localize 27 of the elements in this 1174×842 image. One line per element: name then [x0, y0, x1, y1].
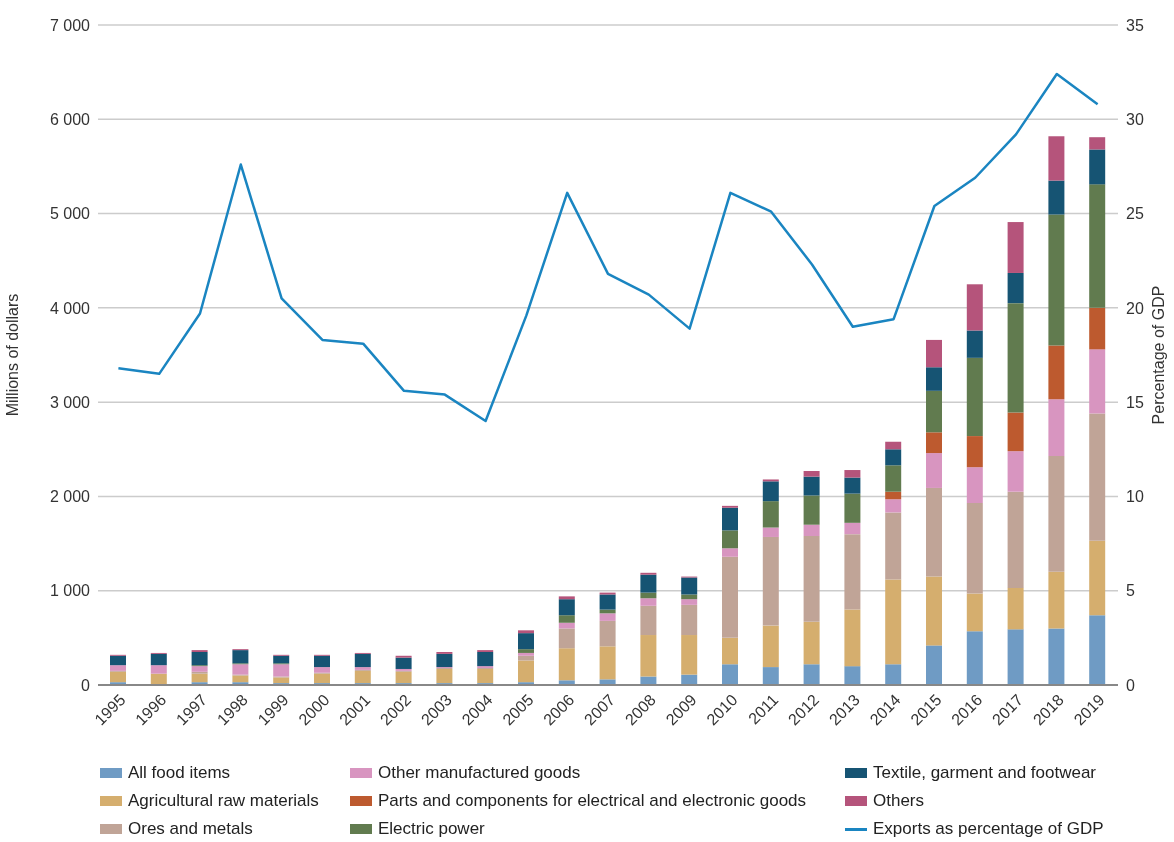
legend-label: Others: [873, 791, 925, 811]
y-tick-label: 6 000: [49, 110, 91, 128]
y-tick-label: 3 000: [49, 393, 91, 411]
y2-tick-label: 0: [1126, 676, 1135, 694]
y-tick-label: 0: [81, 676, 91, 694]
legend-label: Electric power: [378, 819, 485, 839]
y2-tick-label: 20: [1126, 299, 1144, 317]
y2-axis-title: Percentage of GDP: [1149, 285, 1167, 425]
y2-tick-label: 25: [1126, 205, 1144, 223]
legend-label: Other manufactured goods: [378, 763, 581, 783]
legend-label: Textile, garment and footwear: [873, 763, 1097, 783]
legend-label: Ores and metals: [128, 819, 253, 839]
y-tick-label: 7 000: [49, 16, 91, 34]
y2-tick-label: 5: [1126, 582, 1135, 600]
y2-tick-label: 10: [1126, 488, 1144, 506]
y-tick-label: 4 000: [49, 299, 91, 317]
y2-tick-label: 35: [1126, 16, 1144, 34]
legend-label: Agricultural raw materials: [128, 791, 319, 811]
legend-label: All food items: [128, 763, 231, 783]
y-tick-label: 2 000: [49, 488, 91, 506]
legend-label: Parts and components for electrical and electronic goods: [378, 791, 807, 811]
legend-label: Exports as percentage of GDP: [873, 819, 1104, 839]
y-axis-title: Millions of dollars: [3, 293, 21, 417]
y2-tick-label: 30: [1126, 110, 1144, 128]
y-tick-label: 1 000: [49, 582, 91, 600]
y-tick-label: 5 000: [49, 205, 91, 223]
y2-tick-label: 15: [1126, 393, 1144, 411]
